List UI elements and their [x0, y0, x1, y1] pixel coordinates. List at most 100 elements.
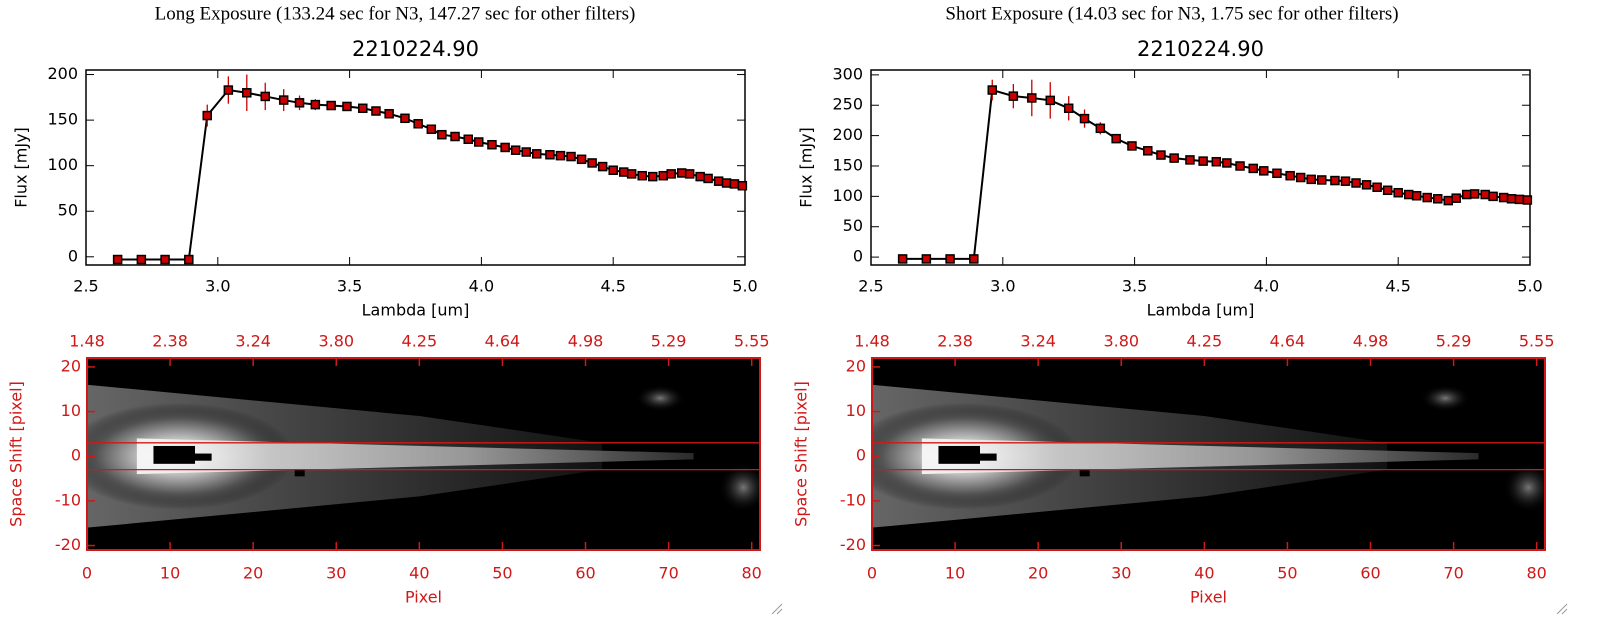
x-axis-label: Lambda [um]: [1147, 301, 1255, 320]
x-tick-label: 3.5: [337, 277, 362, 296]
x2-tick-label: 5.29: [651, 332, 687, 351]
data-point: [112, 254, 123, 265]
data-point: [1285, 170, 1295, 181]
data-point: [1403, 189, 1414, 200]
y-tick-label: 0: [856, 446, 866, 465]
y-tick-label: 250: [832, 95, 863, 114]
data-point: [1432, 194, 1443, 204]
image-saturated: [975, 453, 997, 461]
y-axis-label: Flux [mJy]: [797, 127, 816, 208]
data-point: [1498, 192, 1509, 203]
y-axis-label: Flux [mJy]: [12, 127, 31, 208]
plot-frame: [86, 357, 761, 551]
x-tick-label: 4.5: [1385, 277, 1410, 296]
data-point: [1469, 189, 1480, 199]
data-point: [1008, 91, 1019, 101]
x-tick-label: 3.0: [205, 277, 230, 296]
image-spot: [635, 384, 686, 412]
x2-tick-label: 1.48: [69, 332, 105, 351]
x2-tick-label: 5.29: [1436, 332, 1472, 351]
data-point: [1272, 168, 1282, 179]
y-tick-label: 100: [832, 186, 863, 205]
data-point: [1317, 175, 1327, 185]
spectrum-line: [902, 88, 1528, 260]
data-point: [1411, 190, 1422, 201]
data-point: [294, 98, 305, 108]
data-point: [1382, 185, 1393, 196]
x2-tick-label: 4.25: [1187, 332, 1223, 351]
data-point: [945, 254, 955, 264]
x-tick-label: 20: [243, 564, 263, 583]
y-tick-label: 200: [47, 64, 78, 83]
x2-tick-label: 5.55: [734, 332, 770, 351]
y-tick-label: 150: [47, 110, 78, 129]
data-point: [1169, 153, 1179, 163]
data-point: [969, 254, 979, 264]
spectral-image: [87, 358, 760, 550]
y-tick-label: 50: [58, 201, 78, 220]
x-axis-label: Lambda [um]: [362, 301, 470, 320]
x-tick-label: 80: [742, 564, 762, 583]
x2-tick-label: 4.25: [402, 332, 438, 351]
data-point: [1443, 195, 1454, 206]
y-tick-label: -10: [55, 490, 81, 509]
x-tick-label: 20: [1028, 564, 1048, 583]
image-dot: [1079, 469, 1090, 477]
data-point: [310, 99, 321, 110]
data-point: [521, 147, 531, 157]
x2-tick-label: 3.80: [318, 332, 354, 351]
data-point: [1211, 156, 1222, 167]
x-tick-label: 0: [82, 564, 92, 583]
data-point: [223, 85, 234, 95]
x-tick-label: 3.5: [1122, 277, 1147, 296]
data-point: [897, 254, 908, 264]
data-point: [921, 254, 932, 264]
data-point: [1514, 194, 1525, 205]
y-tick-label: 0: [71, 446, 81, 465]
data-point: [384, 108, 394, 119]
x2-tick-label: 2.38: [937, 332, 973, 351]
image-spot: [1503, 462, 1545, 513]
image-saturated: [938, 445, 981, 464]
y-axis-label: Space Shift [pixel]: [7, 381, 26, 527]
data-point: [1461, 189, 1472, 200]
data-point: [729, 179, 740, 189]
x-tick-label: 40: [409, 564, 429, 583]
x2-tick-label: 4.98: [1353, 332, 1389, 351]
data-point: [618, 167, 629, 177]
x-tick-label: 3.0: [990, 277, 1015, 296]
data-point: [532, 149, 542, 159]
y-tick-label: 0: [68, 246, 78, 265]
y-axis-label: Space Shift [pixel]: [792, 381, 811, 527]
y-tick-label: 20: [61, 356, 81, 375]
data-point: [1480, 189, 1490, 200]
plot-frame: [870, 69, 1531, 266]
y-tick-label: 10: [846, 401, 866, 420]
data-point: [695, 171, 705, 182]
data-point: [426, 124, 437, 134]
data-point: [545, 149, 555, 160]
x-tick-label: 10: [160, 564, 180, 583]
data-point: [1372, 182, 1382, 192]
data-point: [326, 100, 336, 111]
y-tick-label: 20: [846, 356, 866, 375]
data-point: [474, 137, 484, 147]
data-point: [987, 85, 998, 95]
x2-tick-label: 5.55: [1519, 332, 1555, 351]
data-point: [555, 150, 566, 161]
y-tick-label: 100: [47, 155, 78, 174]
data-point: [1143, 146, 1153, 156]
y-tick-label: 300: [832, 64, 863, 83]
spectral-image: [872, 358, 1545, 550]
data-point: [1393, 187, 1403, 198]
x-tick-label: 30: [326, 564, 346, 583]
y-tick-label: 150: [832, 155, 863, 174]
data-point: [637, 170, 647, 181]
data-point: [647, 171, 658, 182]
data-point: [1222, 158, 1232, 168]
x-tick-label: 2.5: [858, 277, 883, 296]
data-point: [1506, 194, 1517, 204]
panel-header: Short Exposure (14.03 sec for N3, 1.75 s…: [945, 3, 1398, 24]
x-tick-label: 70: [1443, 564, 1463, 583]
